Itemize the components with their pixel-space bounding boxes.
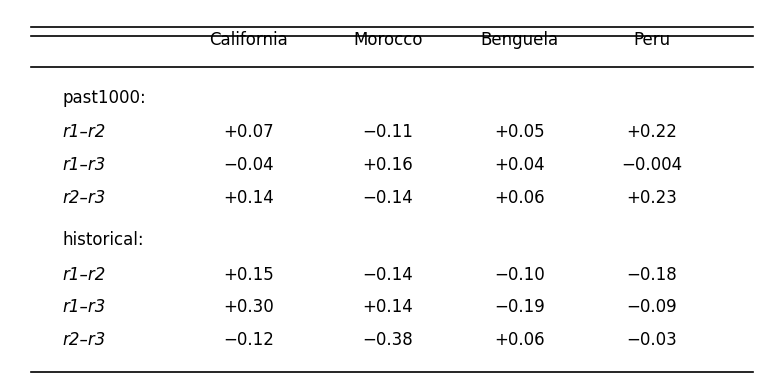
Text: −0.11: −0.11 [362, 124, 414, 141]
Text: +0.14: +0.14 [223, 189, 274, 207]
Text: historical:: historical: [62, 231, 144, 249]
Text: −0.03: −0.03 [626, 331, 677, 349]
Text: +0.07: +0.07 [223, 124, 274, 141]
Text: r1–r2: r1–r2 [62, 266, 106, 283]
Text: −0.10: −0.10 [494, 266, 546, 283]
Text: +0.23: +0.23 [626, 189, 677, 207]
Text: past1000:: past1000: [62, 89, 146, 107]
Text: −0.18: −0.18 [626, 266, 677, 283]
Text: −0.09: −0.09 [626, 298, 677, 316]
Text: +0.06: +0.06 [494, 331, 546, 349]
Text: −0.38: −0.38 [362, 331, 414, 349]
Text: Benguela: Benguela [481, 31, 559, 49]
Text: −0.04: −0.04 [223, 156, 274, 174]
Text: +0.06: +0.06 [494, 189, 546, 207]
Text: Morocco: Morocco [353, 31, 423, 49]
Text: −0.12: −0.12 [223, 331, 274, 349]
Text: r1–r3: r1–r3 [62, 298, 106, 316]
Text: r2–r3: r2–r3 [62, 331, 106, 349]
Text: r2–r3: r2–r3 [62, 189, 106, 207]
Text: r1–r2: r1–r2 [62, 124, 106, 141]
Text: California: California [209, 31, 288, 49]
Text: +0.16: +0.16 [362, 156, 414, 174]
Text: +0.30: +0.30 [223, 298, 274, 316]
Text: −0.14: −0.14 [362, 266, 414, 283]
Text: +0.04: +0.04 [494, 156, 546, 174]
Text: r1–r3: r1–r3 [62, 156, 106, 174]
Text: −0.14: −0.14 [362, 189, 414, 207]
Text: +0.22: +0.22 [626, 124, 677, 141]
Text: −0.19: −0.19 [494, 298, 546, 316]
Text: +0.15: +0.15 [223, 266, 274, 283]
Text: −0.004: −0.004 [622, 156, 682, 174]
Text: +0.14: +0.14 [362, 298, 414, 316]
Text: +0.05: +0.05 [494, 124, 546, 141]
Text: Peru: Peru [633, 31, 670, 49]
